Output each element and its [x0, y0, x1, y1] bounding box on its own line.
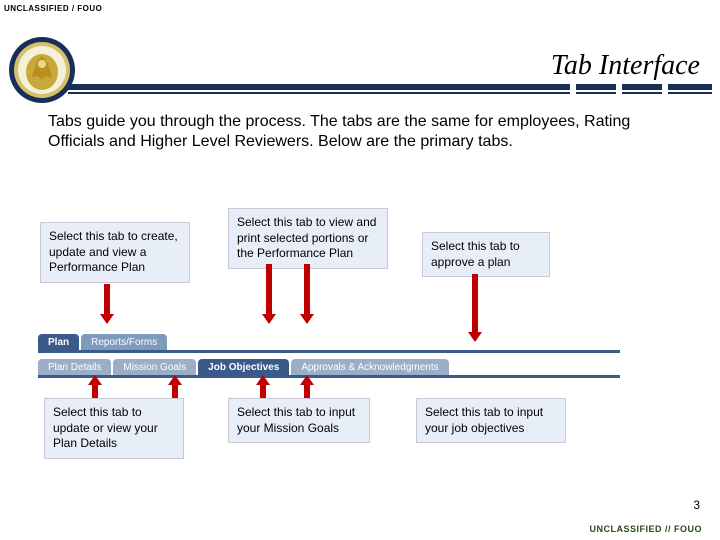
arrow-down-icon [262, 264, 276, 324]
page-title: Tab Interface [551, 50, 700, 82]
header-rule-gap [662, 84, 668, 96]
body-paragraph: Tabs guide you through the process. The … [48, 112, 680, 152]
classification-top: UNCLASSIFIED / FOUO [4, 4, 102, 13]
arrow-up-icon [168, 375, 182, 399]
callout-plan-details: Select this tab to update or view your P… [44, 398, 184, 459]
page-number: 3 [693, 498, 700, 512]
tab-job-objectives[interactable]: Job Objectives [198, 359, 289, 375]
callout-plan-tab: Select this tab to create, update and vi… [40, 222, 190, 283]
classification-bottom: UNCLASSIFIED // FOUO [589, 524, 702, 534]
callout-approve-tab: Select this tab to approve a plan [422, 232, 550, 277]
national-guard-bureau-seal-icon [8, 36, 76, 104]
header-rule-gap [570, 84, 576, 96]
header: Tab Interface [0, 28, 720, 78]
tab-plan-details[interactable]: Plan Details [38, 359, 111, 375]
arrow-up-icon [300, 375, 314, 399]
arrow-down-icon [300, 264, 314, 324]
tab-row1-underline [38, 350, 620, 353]
tab-row-primary: Plan Reports/Forms [38, 330, 620, 350]
tab-row2-underline [38, 375, 620, 378]
arrow-up-icon [256, 375, 270, 399]
tab-plan[interactable]: Plan [38, 334, 79, 350]
arrow-down-icon [100, 284, 114, 324]
tab-reports-forms[interactable]: Reports/Forms [81, 334, 167, 350]
tab-mission-goals[interactable]: Mission Goals [113, 359, 196, 375]
callout-reports-tab: Select this tab to view and print select… [228, 208, 388, 269]
header-rule-gap [616, 84, 622, 96]
tab-approvals[interactable]: Approvals & Acknowledgments [291, 359, 448, 375]
tab-row-secondary: Plan Details Mission Goals Job Objective… [38, 355, 620, 375]
tab-interface-screenshot: Plan Reports/Forms Plan Details Mission … [38, 330, 620, 378]
callout-job-objectives: Select this tab to input your job object… [416, 398, 566, 443]
callout-mission-goals: Select this tab to input your Mission Go… [228, 398, 370, 443]
arrow-up-icon [88, 375, 102, 399]
